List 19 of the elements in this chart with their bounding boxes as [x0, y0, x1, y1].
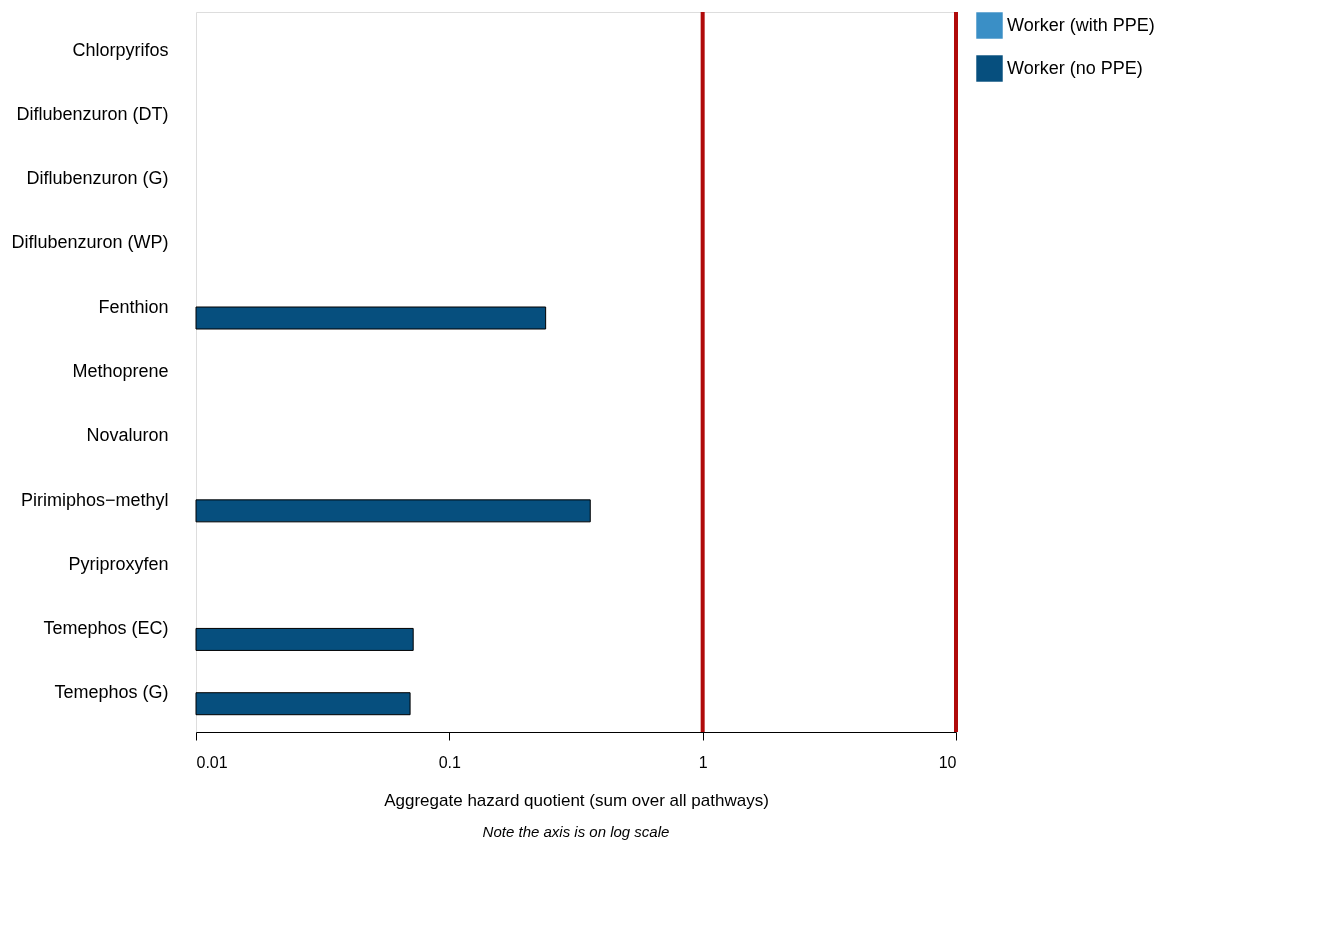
y-tick-label: Methoprene [72, 361, 169, 381]
x-axis-title: Aggregate hazard quotient (sum over all pathways) [384, 790, 769, 810]
y-tick-label: Novaluron [86, 425, 169, 446]
y-tick-label: Diflubenzuron (WP) [11, 232, 169, 253]
legend-label: Worker (no PPE) [1007, 57, 1143, 78]
legend-label: Worker (with PPE) [1007, 14, 1155, 35]
y-tick-label: Pirimiphos−methyl [20, 489, 169, 510]
x-tick-label: 0.01 [196, 753, 228, 771]
y-tick-label: Diflubenzuron (G) [26, 168, 169, 189]
y-tick-label: Chlorpyrifos [72, 39, 169, 60]
y-tick-label: Diflubenzuron (DT) [16, 103, 169, 124]
text: Note the axis is on log scale [482, 823, 670, 840]
y-tick-label: Temephos (G) [54, 682, 169, 703]
x-tick-label: 10 [938, 753, 957, 771]
x-tick-label: 0.1 [438, 753, 462, 771]
y-tick-label: Fenthion [98, 296, 169, 317]
x-tick-label: 1 [698, 753, 708, 771]
y-tick-label: Temephos (EC) [43, 618, 169, 639]
y-tick-label: Pyriproxyfen [68, 553, 169, 574]
